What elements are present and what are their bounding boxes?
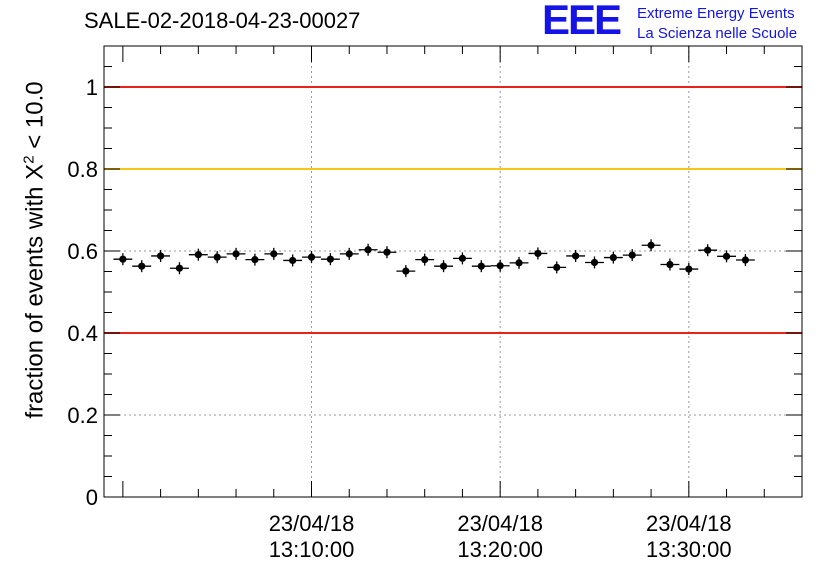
x-tick-label-time: 13:30:00 bbox=[646, 537, 732, 562]
x-tick-label-date: 23/04/18 bbox=[457, 511, 543, 536]
data-point bbox=[264, 247, 284, 260]
data-point-marker bbox=[515, 259, 523, 267]
data-point-marker bbox=[477, 262, 485, 270]
data-point bbox=[735, 254, 755, 267]
data-point-marker bbox=[194, 251, 202, 259]
data-point bbox=[698, 244, 718, 257]
data-point bbox=[434, 260, 453, 273]
data-point-marker bbox=[590, 258, 599, 267]
data-point-marker bbox=[722, 252, 731, 260]
data-point bbox=[339, 247, 359, 260]
data-point bbox=[320, 253, 340, 266]
x-tick-label-time: 13:10:00 bbox=[269, 537, 355, 562]
chart-title: SALE-02-2018-04-23-00027 bbox=[84, 8, 361, 33]
eee-logo-mark: EEE bbox=[542, 0, 622, 43]
plot-frame bbox=[103, 45, 803, 498]
data-point bbox=[471, 260, 491, 273]
data-point bbox=[528, 247, 548, 260]
data-point-marker bbox=[439, 262, 448, 270]
data-point bbox=[151, 249, 171, 262]
data-point-marker bbox=[270, 250, 278, 258]
x-tick-label-date: 23/04/18 bbox=[646, 511, 732, 536]
data-point-marker bbox=[647, 241, 655, 249]
data-point-marker bbox=[534, 249, 542, 258]
data-point bbox=[226, 247, 246, 260]
data-point-marker bbox=[175, 264, 184, 272]
data-point bbox=[207, 251, 227, 264]
data-point bbox=[641, 239, 661, 252]
data-point bbox=[113, 253, 133, 266]
data-point bbox=[283, 254, 303, 267]
data-point bbox=[603, 251, 623, 264]
data-point-marker bbox=[232, 250, 240, 258]
data-point-marker bbox=[666, 260, 674, 269]
logo-tagline-1: Extreme Energy Events bbox=[637, 5, 795, 22]
logo-tagline-2: La Scienza nelle Scuole bbox=[637, 25, 798, 42]
data-point bbox=[377, 246, 397, 259]
data-point-marker bbox=[119, 255, 127, 263]
data-point-marker bbox=[345, 250, 353, 258]
data-point-marker bbox=[458, 254, 467, 262]
data-point bbox=[396, 265, 416, 278]
data-point-marker bbox=[685, 265, 693, 273]
data-point bbox=[358, 243, 378, 256]
y-tick-label: 0.6 bbox=[67, 239, 98, 264]
data-point bbox=[679, 263, 699, 276]
data-point-marker bbox=[609, 253, 617, 262]
x-tick-label-date: 23/04/18 bbox=[269, 511, 355, 536]
data-point-marker bbox=[156, 252, 165, 260]
data-point-marker bbox=[383, 248, 391, 256]
data-point bbox=[585, 256, 604, 269]
data-point bbox=[415, 253, 435, 266]
data-point-marker bbox=[326, 255, 334, 263]
y-tick-label: 0.8 bbox=[67, 157, 98, 182]
data-point-marker bbox=[628, 251, 636, 259]
data-point bbox=[302, 251, 321, 264]
data-point-marker bbox=[496, 262, 504, 270]
data-point bbox=[132, 260, 152, 273]
data-point bbox=[509, 256, 529, 269]
data-point-marker bbox=[572, 252, 580, 260]
data-point-marker bbox=[553, 263, 561, 271]
data-point-marker bbox=[251, 256, 259, 264]
data-point-marker bbox=[307, 253, 316, 261]
data-point bbox=[622, 249, 642, 262]
data-point bbox=[188, 248, 208, 261]
data-point-marker bbox=[741, 256, 750, 264]
y-tick-label: 0.4 bbox=[67, 321, 98, 346]
y-tick-label: 0 bbox=[86, 485, 98, 510]
data-point-marker bbox=[704, 246, 712, 254]
y-tick-label: 1 bbox=[86, 75, 98, 100]
y-tick-label: 0.2 bbox=[67, 403, 98, 428]
data-point bbox=[717, 250, 736, 263]
data-point-marker bbox=[421, 256, 429, 264]
data-point bbox=[170, 262, 189, 275]
data-point-marker bbox=[213, 253, 221, 261]
data-point-marker bbox=[364, 246, 372, 254]
data-point-marker bbox=[402, 267, 410, 275]
data-point bbox=[490, 259, 510, 272]
data-point bbox=[566, 249, 586, 262]
data-point bbox=[660, 258, 680, 271]
data-point bbox=[245, 253, 265, 266]
data-point-marker bbox=[289, 256, 297, 265]
eee-logo: EEE Extreme Energy Events La Scienza nel… bbox=[542, 0, 832, 46]
data-point bbox=[547, 261, 567, 274]
data-point-marker bbox=[138, 262, 146, 270]
data-point bbox=[453, 252, 472, 265]
x-tick-label-time: 13:20:00 bbox=[457, 537, 543, 562]
